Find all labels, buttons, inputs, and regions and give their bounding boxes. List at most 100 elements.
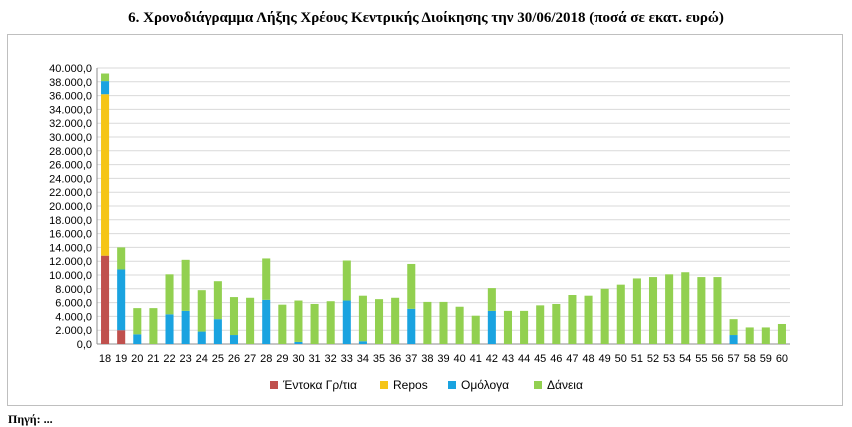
bar-segment xyxy=(407,308,416,344)
bar-segment xyxy=(181,310,190,344)
bar-segment xyxy=(584,295,593,344)
y-tick-label: 30.000,0 xyxy=(49,132,92,144)
bar-segment xyxy=(310,303,319,344)
bar-segment xyxy=(568,295,577,344)
bar-segment xyxy=(101,255,110,344)
y-tick-label: 2.000,0 xyxy=(55,325,92,337)
bar-segment xyxy=(552,303,561,344)
bar-segment xyxy=(536,305,545,344)
x-tick-label: 49 xyxy=(599,353,611,365)
bar-segment xyxy=(745,327,754,344)
x-tick-label: 36 xyxy=(389,353,401,365)
x-tick-label: 37 xyxy=(405,353,417,365)
y-tick-label: 12.000,0 xyxy=(49,256,92,268)
x-tick-label: 33 xyxy=(341,353,353,365)
source-note: Πηγή: ... xyxy=(8,412,53,426)
bar-segment xyxy=(342,260,351,301)
bar-segment xyxy=(165,274,174,315)
bar-segment xyxy=(471,315,480,344)
y-tick-label: 0,0 xyxy=(77,339,92,351)
x-tick-label: 54 xyxy=(679,353,691,365)
y-tick-label: 28.000,0 xyxy=(49,146,92,158)
x-tick-label: 44 xyxy=(518,353,530,365)
x-tick-label: 40 xyxy=(453,353,465,365)
x-tick-label: 57 xyxy=(727,353,739,365)
legend-swatch xyxy=(534,381,542,389)
bar-segment xyxy=(117,330,126,344)
bar-segment xyxy=(262,258,271,300)
x-tick-label: 59 xyxy=(760,353,772,365)
x-tick-label: 19 xyxy=(115,353,127,365)
bar-segment xyxy=(246,297,255,344)
y-tick-label: 32.000,0 xyxy=(49,118,92,130)
legend-label: Έντοκα Γρ/τια xyxy=(282,378,357,392)
bar-segment xyxy=(487,310,496,344)
bar-segment xyxy=(777,323,786,344)
bar-segment xyxy=(648,277,658,344)
x-tick-label: 29 xyxy=(276,353,288,365)
x-tick-label: 31 xyxy=(308,353,320,365)
bar-segment xyxy=(729,319,738,336)
stacked-bar-chart: 0,0 2.000,0 4.000,06.000,0 8.000,0 10.000,0 1… xyxy=(49,63,790,392)
bar-segment xyxy=(439,301,448,344)
x-tick-label: 23 xyxy=(180,353,192,365)
bar-segment xyxy=(278,304,287,344)
bar-segment xyxy=(101,94,110,256)
y-tick-label: 40.000,0 xyxy=(49,63,92,75)
chart-title: 6. Χρονοδιάγραμμα Λήξης Χρέους Κεντρικής… xyxy=(128,10,724,26)
bar-segment xyxy=(342,300,351,344)
y-tick-label: 24.000,0 xyxy=(49,173,92,185)
bar-segment xyxy=(665,274,674,344)
bar-segment xyxy=(294,300,303,342)
y-tick-label: 14.000,0 xyxy=(49,242,92,254)
x-tick-label: 51 xyxy=(631,353,643,365)
bar-segment xyxy=(729,335,738,344)
x-tick-label: 56 xyxy=(711,353,723,365)
x-tick-label: 58 xyxy=(744,353,756,365)
bar-segment xyxy=(600,288,609,344)
x-tick-label: 21 xyxy=(147,353,159,365)
legend-label: Δάνεια xyxy=(547,378,583,392)
bar-segment xyxy=(213,319,222,344)
x-tick-label: 34 xyxy=(357,353,369,365)
x-tick-label: 50 xyxy=(615,353,627,365)
x-tick-label: 20 xyxy=(131,353,143,365)
bar-segment xyxy=(423,301,432,344)
bar-segment xyxy=(229,335,239,344)
bar-segment xyxy=(358,295,367,342)
bar-segment xyxy=(101,81,110,95)
x-tick-label: 38 xyxy=(421,353,433,365)
y-tick-label: 38.000,0 xyxy=(49,77,92,89)
y-tick-label: 6.000,0 xyxy=(55,298,92,310)
y-tick-label: 20.000,0 xyxy=(49,201,92,213)
bar-segment xyxy=(181,259,190,311)
bar-segment xyxy=(117,247,126,270)
bar-segment xyxy=(520,310,529,344)
x-tick-label: 47 xyxy=(566,353,578,365)
y-tick-label: 16.000,0 xyxy=(49,229,92,241)
x-tick-label: 53 xyxy=(663,353,675,365)
bar-segment xyxy=(616,284,625,344)
y-tick-label: 8.000,0 xyxy=(55,284,92,296)
bar-segment xyxy=(358,341,367,344)
x-tick-label: 35 xyxy=(373,353,385,365)
bar-segment xyxy=(503,310,512,344)
x-tick-label: 43 xyxy=(502,353,514,365)
legend-label: Repos xyxy=(393,378,428,392)
bar-segment xyxy=(761,327,770,344)
y-tick-label: 34.000,0 xyxy=(49,104,92,116)
bar-segment xyxy=(149,308,158,344)
bar-segment xyxy=(697,277,706,344)
bar-segment xyxy=(133,334,142,344)
bar-segment xyxy=(713,277,722,344)
legend-swatch xyxy=(448,381,456,389)
x-tick-label: 42 xyxy=(486,353,498,365)
bar-segment xyxy=(632,278,641,344)
chart-frame: 0,0 2.000,0 4.000,0 6.000,0 8.000,0 10.000,0 1… xyxy=(7,34,843,406)
bar-segment xyxy=(375,299,384,344)
bar-segment xyxy=(407,263,416,309)
bar-segment xyxy=(165,314,174,344)
bar-segment xyxy=(326,301,335,344)
x-tick-label: 55 xyxy=(695,353,707,365)
bar-segment xyxy=(197,331,206,344)
